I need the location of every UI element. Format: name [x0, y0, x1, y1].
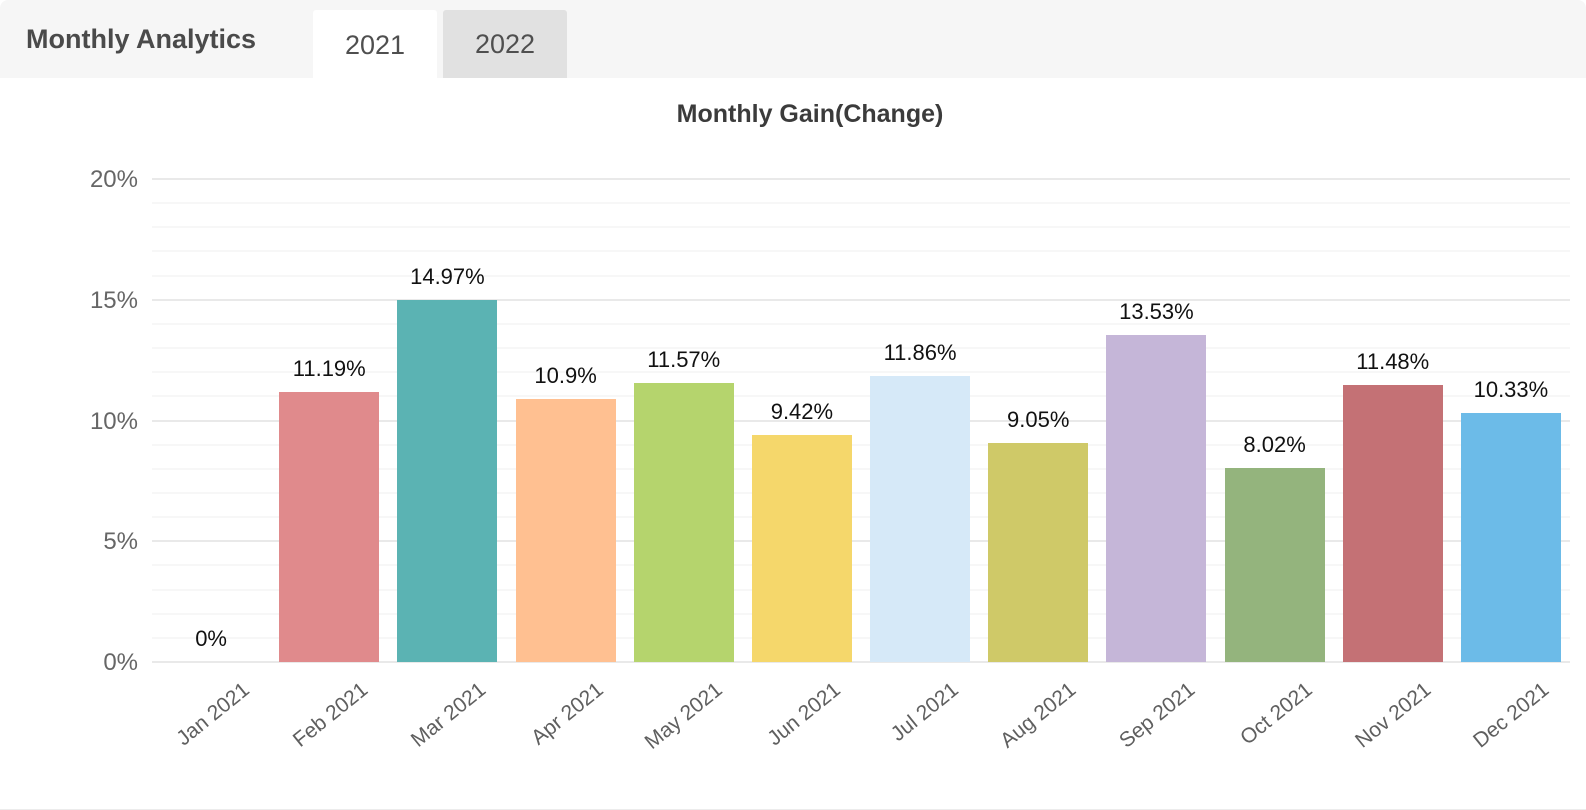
bar-value-label: 11.19%: [292, 355, 366, 381]
x-tick-label: Apr 2021: [527, 678, 609, 750]
bar-sep-2021[interactable]: [1106, 335, 1207, 662]
bar-feb-2021[interactable]: [279, 391, 380, 662]
minor-gridline: [152, 443, 1570, 446]
bar-dec-2021[interactable]: [1460, 412, 1561, 662]
chart-title: Monthly Gain(Change): [676, 100, 944, 128]
x-tick-label: Dec 2021: [1469, 678, 1554, 753]
major-gridline: [152, 540, 1570, 543]
x-tick-label: Jul 2021: [886, 678, 963, 746]
major-gridline: [152, 419, 1570, 422]
y-tick-label: 15%: [89, 286, 138, 314]
bar-mar-2021[interactable]: [397, 300, 498, 662]
minor-gridline: [152, 516, 1570, 519]
bar-may-2021[interactable]: [633, 382, 734, 662]
minor-gridline: [152, 226, 1570, 229]
minor-gridline: [152, 564, 1570, 567]
minor-gridline: [152, 636, 1570, 639]
bar-oct-2021[interactable]: [1224, 468, 1325, 662]
minor-gridline: [152, 612, 1570, 615]
bar-jun-2021[interactable]: [751, 434, 852, 662]
minor-gridline: [152, 322, 1570, 325]
x-tick-label: May 2021: [640, 678, 727, 754]
widget-title: Monthly Analytics: [26, 24, 257, 54]
bar-value-label: 11.86%: [883, 339, 957, 365]
minor-gridline: [152, 467, 1570, 470]
minor-gridline: [152, 371, 1570, 374]
minor-gridline: [152, 347, 1570, 350]
y-tick-label: 10%: [89, 407, 138, 435]
major-gridline: [152, 298, 1570, 301]
bar-value-label: 13.53%: [1119, 299, 1194, 325]
major-gridline: [152, 661, 1570, 663]
year-tabs: 2021 2022: [313, 10, 567, 80]
bar-apr-2021[interactable]: [515, 398, 616, 662]
bar-nov-2021[interactable]: [1342, 384, 1443, 662]
minor-gridline: [152, 588, 1570, 591]
bar-value-label: 9.42%: [770, 398, 834, 424]
major-gridline: [152, 178, 1570, 180]
y-tick-label: 0%: [103, 649, 138, 676]
bar-value-label: 14.97%: [410, 264, 485, 290]
bar-value-label: 10.33%: [1473, 376, 1549, 402]
chart-panel: Monthly Gain(Change) 0% 5% 10% 15% 20% 0% Jan …: [0, 78, 1586, 809]
bar-value-label: 8.02%: [1243, 432, 1306, 458]
y-tick-label: 5%: [103, 528, 138, 556]
x-tick-label: Jan 2021: [171, 678, 254, 751]
bar-value-label: 0%: [195, 626, 227, 651]
bar-jul-2021[interactable]: [870, 375, 971, 662]
tab-2021[interactable]: 2021: [313, 10, 437, 80]
y-tick-label: 20%: [89, 166, 138, 193]
minor-gridline: [152, 202, 1570, 205]
minor-gridline: [152, 274, 1570, 277]
bar-chart: 0% 5% 10% 15% 20% 0% Jan 2021 11.19% Feb 2021 14.…: [90, 166, 1570, 754]
x-tick-label: Oct 2021: [1236, 678, 1318, 750]
tab-2022[interactable]: 2022: [443, 10, 567, 78]
minor-gridline: [152, 491, 1570, 494]
x-tick-label: Jun 2021: [762, 678, 845, 751]
bar-value-label: 11.48%: [1356, 348, 1430, 374]
bar-value-label: 11.57%: [647, 346, 721, 372]
minor-gridline: [152, 395, 1570, 398]
x-tick-label: Feb 2021: [288, 678, 372, 752]
minor-gridline: [152, 250, 1570, 253]
x-tick-label: Nov 2021: [1350, 678, 1436, 753]
x-tick-label: Mar 2021: [406, 678, 490, 752]
bar-value-label: 9.05%: [1007, 407, 1070, 433]
x-tick-label: Aug 2021: [996, 678, 1081, 753]
header-tab-bar: Monthly Analytics 2021 2022: [0, 0, 1586, 80]
bar-aug-2021[interactable]: [988, 443, 1089, 662]
bar-value-label: 10.9%: [534, 362, 597, 388]
x-tick-label: Sep 2021: [1114, 678, 1199, 753]
